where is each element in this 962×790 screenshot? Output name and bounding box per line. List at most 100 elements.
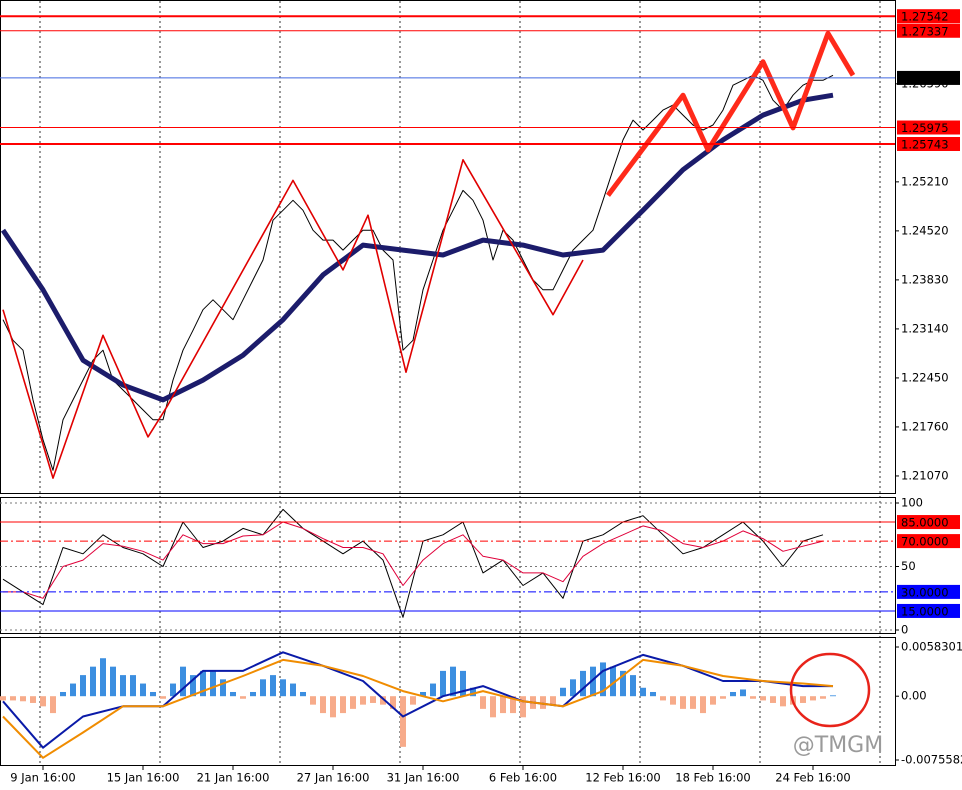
histogram-bar — [10, 696, 16, 701]
series-line — [2, 658, 834, 759]
histogram-bar — [240, 696, 246, 699]
histogram-bar — [300, 691, 306, 697]
level-label: 1.25975 — [901, 121, 949, 135]
histogram-bar — [470, 687, 476, 697]
histogram-bar — [750, 696, 756, 699]
histogram-bar — [370, 696, 376, 703]
level-label: 30.0000 — [901, 585, 949, 599]
x-tick-label: 21 Jan 16:00 — [197, 771, 270, 785]
x-tick-label: 18 Feb 16:00 — [675, 771, 750, 785]
histogram-bar — [270, 675, 276, 697]
x-tick-label: 6 Feb 16:00 — [489, 771, 557, 785]
histogram-bar — [130, 675, 136, 697]
histogram-bar — [310, 696, 316, 705]
plot: 1.21070 1.21760 1.22450 1.23140 1.23830 1.245… — [0, 9, 962, 785]
x-tick-label: 24 Feb 16:00 — [775, 771, 850, 785]
histogram-bar — [290, 683, 296, 697]
histogram-bar — [200, 670, 206, 697]
histogram-bar — [440, 670, 446, 697]
histogram-bar — [110, 666, 116, 697]
level-label-box — [897, 136, 960, 151]
level-label: 85.0000 — [901, 516, 949, 530]
histogram-bar — [70, 683, 76, 697]
histogram-bar — [60, 691, 66, 697]
histogram-bar — [390, 696, 396, 709]
histogram-bar — [170, 683, 176, 697]
histogram-bar — [150, 691, 156, 697]
series-line — [2, 508, 824, 618]
histogram-bar — [210, 670, 216, 697]
histogram-bar — [40, 696, 46, 707]
histogram-bar — [260, 679, 266, 697]
y-tick-label: 1.25210 — [901, 174, 949, 188]
level-label: 1.27542 — [901, 10, 949, 24]
histogram-bar — [20, 696, 26, 702]
y-tick-label: 0 — [901, 623, 908, 637]
histogram-bar — [810, 696, 816, 701]
x-tick-label: 31 Jan 16:00 — [387, 771, 460, 785]
level-label-box — [897, 584, 960, 599]
histogram-bar — [650, 691, 656, 697]
histogram-bar — [610, 666, 616, 697]
histogram-bar — [690, 696, 696, 709]
watermark: @TMGM — [793, 733, 883, 758]
y-tick-label: 1.23140 — [901, 321, 949, 335]
vertical-grid — [39, 1, 881, 765]
level-label-box — [897, 603, 960, 618]
oscillator-panel — [0, 497, 896, 634]
histogram-bar — [620, 670, 626, 697]
histogram-bar — [360, 696, 366, 705]
series-line — [0, 92, 834, 403]
highlight-circle — [789, 652, 871, 728]
level-label: 1.25743 — [901, 137, 949, 151]
x-tick-label: 9 Jan 16:00 — [10, 771, 76, 785]
histogram-bar — [670, 696, 676, 705]
level-label-box — [897, 70, 960, 85]
histogram-bar — [30, 696, 36, 703]
histogram-bar — [140, 683, 146, 697]
histogram-bar — [100, 658, 106, 697]
y-tick-label: 100 — [901, 496, 923, 510]
histogram-bar — [420, 691, 426, 697]
histogram-bar — [160, 696, 166, 699]
histogram-bar — [250, 691, 256, 697]
y-tick-label: 0.0058301 — [901, 640, 962, 654]
level-label: 70.0000 — [901, 535, 949, 549]
histogram-bar — [190, 675, 196, 697]
histogram-bar — [630, 675, 636, 697]
histogram-bar — [120, 675, 126, 697]
level-label-box — [897, 23, 960, 38]
histogram-bar — [800, 696, 806, 703]
histogram-bar — [590, 666, 596, 697]
y-tick-label: 1.23830 — [901, 272, 949, 286]
y-tick-label: 1.24520 — [901, 223, 949, 237]
histogram-bar — [490, 696, 496, 718]
histogram-bar — [580, 670, 586, 697]
histogram-bar — [480, 696, 486, 709]
histogram-bar — [540, 696, 546, 709]
histogram-bar — [80, 675, 86, 697]
histogram-bar — [220, 679, 226, 697]
histogram-bar — [410, 696, 416, 705]
y-tick-label: 50 — [901, 559, 916, 573]
histogram-bar — [700, 696, 706, 714]
histogram-bar — [520, 696, 526, 718]
level-label: 1.27337 — [901, 24, 949, 38]
histogram-bar — [380, 696, 386, 705]
histogram-bar — [460, 670, 466, 697]
histogram-bar — [680, 696, 686, 709]
histogram-bar — [180, 666, 186, 697]
price-panel — [0, 0, 896, 494]
histogram-bar — [730, 691, 736, 697]
histogram-bar — [760, 696, 766, 701]
histogram-bar — [230, 691, 236, 697]
x-tick-label: 15 Jan 16:00 — [107, 771, 180, 785]
histogram-bar — [430, 683, 436, 697]
histogram-bar — [660, 696, 666, 701]
histogram-bar — [570, 679, 576, 697]
level-label-box — [897, 9, 960, 24]
histogram-bar — [710, 696, 716, 705]
histogram-bar — [340, 696, 346, 714]
level-label-box — [897, 515, 960, 530]
